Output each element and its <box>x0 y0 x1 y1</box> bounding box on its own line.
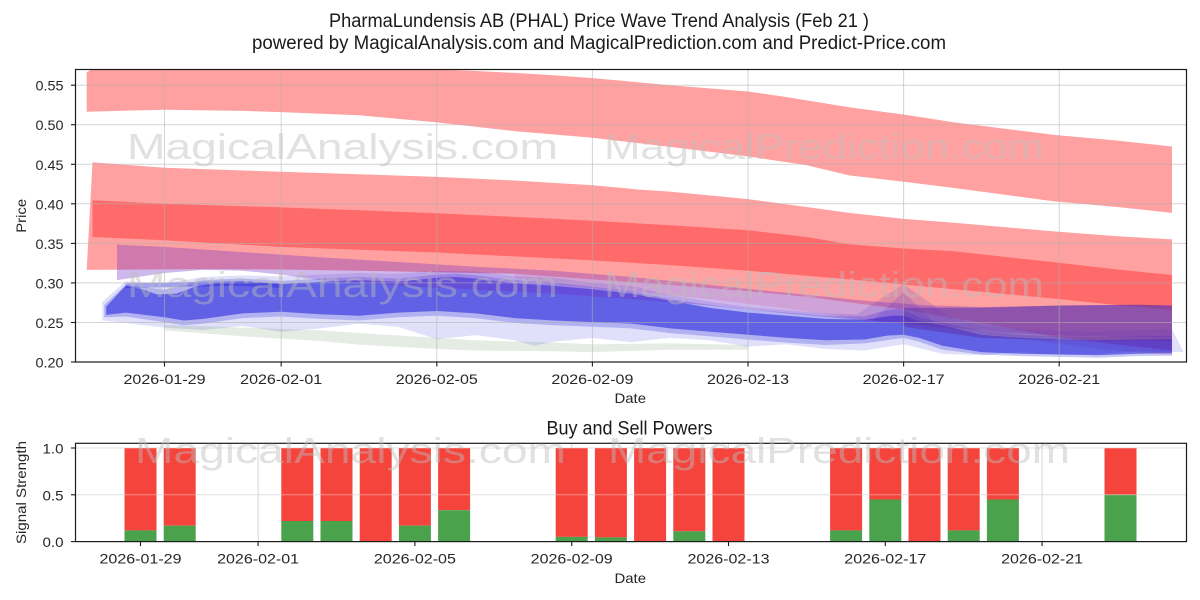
svg-text:MagicalPrediction.com: MagicalPrediction.com <box>608 430 1070 471</box>
svg-text:2026-02-21: 2026-02-21 <box>1018 371 1100 387</box>
svg-text:PharmaLundensis AB (PHAL) Pric: PharmaLundensis AB (PHAL) Price Wave Tre… <box>329 11 869 32</box>
svg-text:2026-02-17: 2026-02-17 <box>863 371 945 387</box>
svg-text:0.35: 0.35 <box>36 236 64 252</box>
svg-text:MagicalAnalysis.com: MagicalAnalysis.com <box>127 264 558 305</box>
svg-text:1.0: 1.0 <box>43 441 64 457</box>
svg-text:2026-01-29: 2026-01-29 <box>124 371 206 387</box>
svg-text:Price: Price <box>13 199 29 233</box>
svg-text:2026-02-05: 2026-02-05 <box>396 371 478 387</box>
svg-text:Signal Strength: Signal Strength <box>13 441 29 544</box>
svg-text:MagicalAnalysis.com: MagicalAnalysis.com <box>127 126 558 167</box>
svg-text:2026-02-09: 2026-02-09 <box>531 551 613 567</box>
svg-text:2026-01-29: 2026-01-29 <box>100 551 182 567</box>
svg-text:MagicalPrediction.com: MagicalPrediction.com <box>604 264 1044 305</box>
svg-text:Buy and Sell Powers: Buy and Sell Powers <box>547 419 713 440</box>
svg-text:0.30: 0.30 <box>36 275 64 291</box>
svg-text:2026-02-09: 2026-02-09 <box>551 371 633 387</box>
svg-text:0.45: 0.45 <box>36 157 64 173</box>
svg-text:Date: Date <box>615 390 647 406</box>
svg-text:0.40: 0.40 <box>36 196 64 212</box>
svg-text:0.25: 0.25 <box>36 315 64 331</box>
svg-text:0.5: 0.5 <box>43 487 64 503</box>
svg-text:2026-02-01: 2026-02-01 <box>240 371 322 387</box>
svg-text:Date: Date <box>615 570 647 586</box>
svg-text:2026-02-21: 2026-02-21 <box>1001 551 1083 567</box>
svg-text:0.55: 0.55 <box>36 78 64 94</box>
svg-text:0.50: 0.50 <box>36 117 64 133</box>
svg-text:2026-02-01: 2026-02-01 <box>217 551 299 567</box>
svg-text:2026-02-05: 2026-02-05 <box>374 551 456 567</box>
svg-text:2026-02-13: 2026-02-13 <box>688 551 770 567</box>
svg-text:2026-02-13: 2026-02-13 <box>707 371 789 387</box>
svg-text:0.0: 0.0 <box>43 534 64 550</box>
svg-text:0.20: 0.20 <box>36 355 64 371</box>
svg-text:powered by MagicalAnalysis.com: powered by MagicalAnalysis.com and Magic… <box>252 33 946 54</box>
svg-text:MagicalPrediction.com: MagicalPrediction.com <box>604 126 1044 167</box>
svg-text:MagicalAnalysis.com: MagicalAnalysis.com <box>135 430 566 471</box>
svg-text:2026-02-17: 2026-02-17 <box>844 551 926 567</box>
